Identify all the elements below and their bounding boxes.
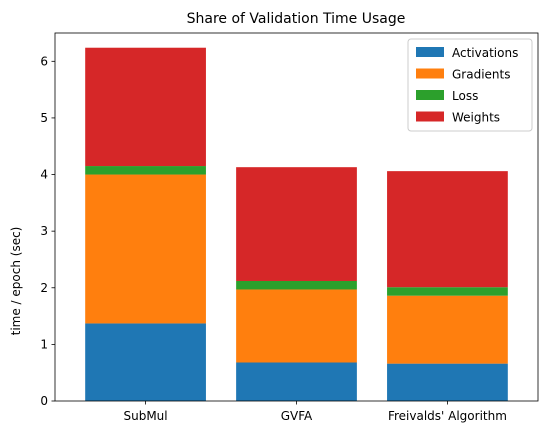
bar-segment-weights-3 [387, 171, 508, 288]
bar-segment-activations-3 [387, 363, 508, 401]
legend-label-gradients: Gradients [452, 68, 510, 82]
axes-group: 0 1 2 3 4 5 6 SubMul GVFA Freivalds' Algorithm [40, 32, 539, 423]
bar-segment-loss-1 [85, 166, 206, 175]
bar-segment-gradients-3 [387, 295, 508, 364]
bar-segment-loss-2 [236, 280, 357, 290]
bar-segment-activations-1 [85, 323, 206, 401]
y-axis-label: time / epoch (sec) [9, 227, 23, 336]
bar-segment-gradients-1 [85, 174, 206, 324]
x-tick-label: GVFA [281, 409, 313, 423]
legend: Activations Gradients Loss Weights [407, 38, 533, 132]
y-tick-label: 4 [40, 168, 48, 182]
y-tick-label: 0 [40, 394, 48, 408]
bar-segment-activations-2 [236, 362, 357, 401]
legend-label-activations: Activations [452, 46, 518, 60]
legend-swatch-gradients [416, 68, 444, 79]
y-tick-label: 2 [40, 281, 48, 295]
y-tick-label: 5 [40, 111, 48, 125]
legend-swatch-weights [416, 111, 444, 122]
bar-segment-weights-1 [85, 47, 206, 167]
bar-segment-gradients-2 [236, 289, 357, 363]
legend-box [407, 38, 533, 132]
y-tick-label: 6 [40, 54, 48, 68]
legend-label-loss: Loss [452, 89, 478, 103]
chart-title: Share of Validation Time Usage [187, 11, 406, 27]
legend-swatch-activations [416, 47, 444, 57]
x-tick-label: Freivalds' Algorithm [388, 409, 507, 423]
legend-label-weights: Weights [452, 111, 500, 125]
y-tick-label: 3 [40, 224, 48, 238]
y-tick-label: 1 [40, 337, 48, 351]
bar-segment-weights-2 [236, 167, 357, 281]
bar-segment-loss-3 [387, 287, 508, 296]
bars-group [85, 47, 508, 401]
legend-swatch-loss [416, 90, 444, 100]
x-tick-label: SubMul [123, 409, 167, 423]
